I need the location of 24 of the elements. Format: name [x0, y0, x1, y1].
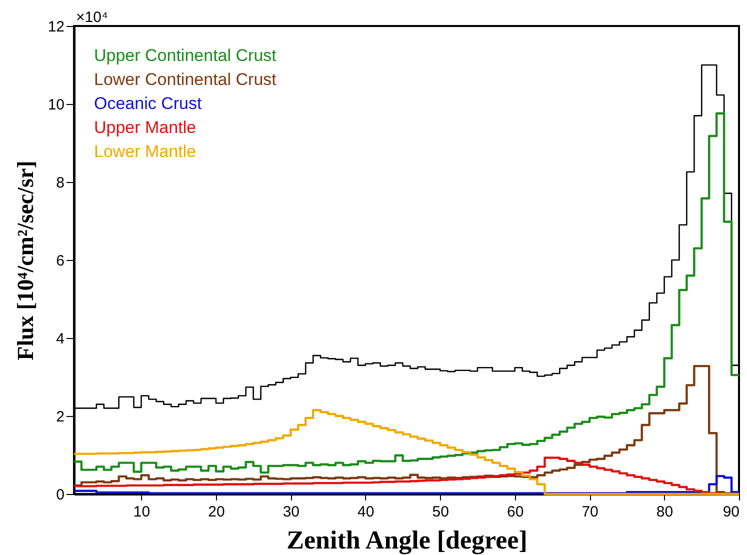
y-tick-label: 8 — [56, 174, 64, 192]
y-tick-label: 12 — [48, 18, 64, 36]
x-axis-title: Zenith Angle [degree] — [286, 526, 528, 554]
text: Upper Continental Crust — [94, 46, 277, 65]
y-axis-title: Flux [10⁴/cm²/sec/sr] — [12, 160, 38, 360]
text: Upper Mantle — [94, 118, 196, 137]
y-tick-label: 6 — [56, 252, 64, 270]
x-tick-label: 50 — [432, 504, 449, 520]
text: Lower Mantle — [94, 142, 196, 161]
y-tick-label: 10 — [48, 96, 64, 114]
x-tick-label: 40 — [358, 504, 374, 520]
x-tick-label: 90 — [722, 504, 740, 520]
x-tick-label: 10 — [133, 504, 150, 520]
text: Oceanic Crust — [94, 94, 202, 113]
text: Lower Continental Crust — [94, 70, 277, 89]
y-tick-label: 0 — [56, 486, 64, 504]
x-tick-label: 20 — [208, 504, 225, 520]
x-tick-label: 30 — [282, 504, 300, 520]
y-tick-label: 4 — [56, 330, 64, 348]
x-tick-label: 60 — [507, 504, 524, 520]
y-tick-label: 2 — [56, 408, 64, 426]
x-tick-label: 70 — [582, 504, 598, 520]
x-tick-label: 80 — [656, 504, 674, 520]
text: ×10⁴ — [76, 9, 108, 26]
